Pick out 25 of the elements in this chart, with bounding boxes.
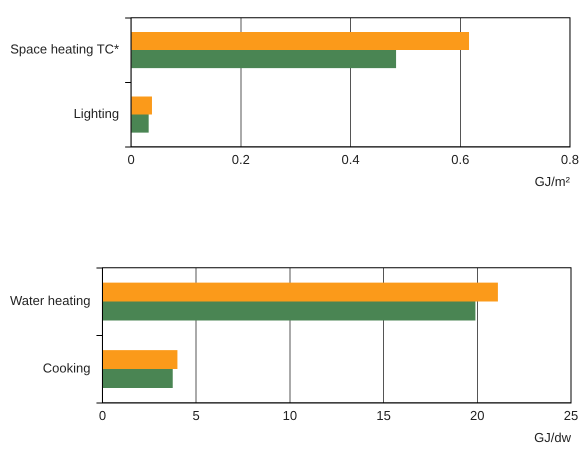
x-tick-label: 0 bbox=[128, 152, 135, 168]
x-tick-label: 15 bbox=[376, 408, 391, 424]
y-tick-label: Space heating TC* bbox=[10, 42, 120, 57]
x-axis-title: GJ/m² bbox=[534, 174, 571, 189]
x-tick-label: 0.2 bbox=[232, 152, 250, 168]
x-tick-label: 25 bbox=[564, 408, 578, 424]
bar bbox=[102, 302, 476, 320]
x-tick-label: 5 bbox=[192, 408, 200, 424]
x-tick-label: 0.6 bbox=[451, 152, 470, 168]
y-tick-label: Cooking bbox=[42, 360, 90, 376]
bar bbox=[102, 350, 178, 370]
bar bbox=[132, 32, 470, 50]
x-tick-label: 20 bbox=[470, 408, 485, 424]
bar bbox=[132, 114, 149, 133]
bar bbox=[102, 369, 173, 388]
x-tick-label: 0.8 bbox=[560, 152, 580, 168]
bar bbox=[102, 282, 498, 302]
x-tick-label: 0.4 bbox=[342, 152, 360, 168]
y-tick-label: Lighting bbox=[74, 106, 120, 122]
x-tick-label: 0 bbox=[98, 408, 106, 424]
x-axis-title: GJ/dw bbox=[534, 430, 572, 445]
bar bbox=[132, 50, 396, 68]
x-tick-label: 10 bbox=[282, 408, 298, 424]
y-tick-label: Water heating bbox=[10, 293, 90, 308]
bar bbox=[132, 96, 152, 115]
